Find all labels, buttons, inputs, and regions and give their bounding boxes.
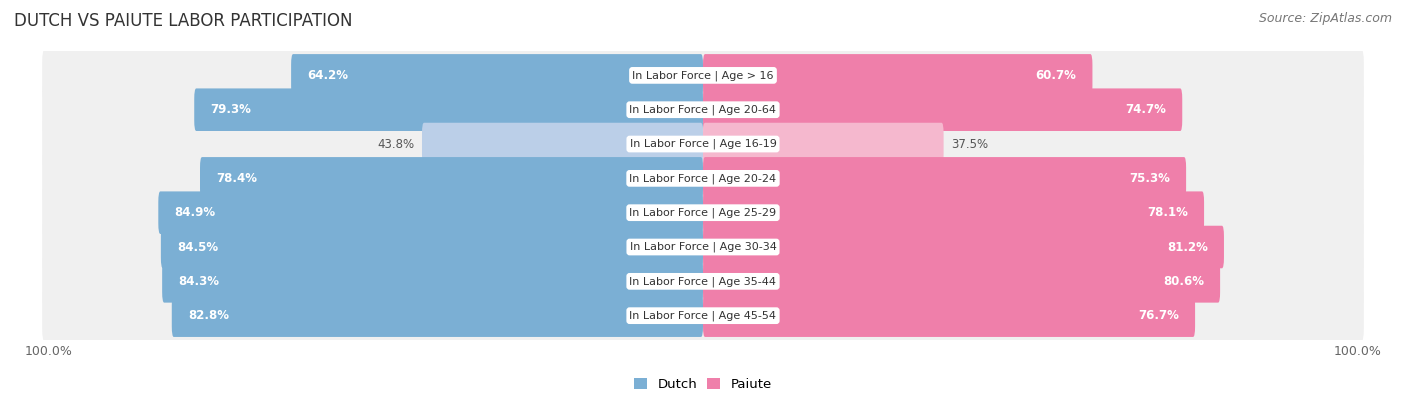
FancyBboxPatch shape [703,123,943,166]
Text: In Labor Force | Age 25-29: In Labor Force | Age 25-29 [630,207,776,218]
Text: 81.2%: 81.2% [1167,241,1208,254]
Text: 78.1%: 78.1% [1147,206,1188,219]
FancyBboxPatch shape [422,123,703,166]
FancyBboxPatch shape [703,226,1225,268]
FancyBboxPatch shape [162,260,703,303]
Text: In Labor Force | Age 20-64: In Labor Force | Age 20-64 [630,104,776,115]
FancyBboxPatch shape [42,221,1364,273]
FancyBboxPatch shape [42,256,1364,307]
Text: In Labor Force | Age > 16: In Labor Force | Age > 16 [633,70,773,81]
Text: 79.3%: 79.3% [211,103,252,116]
Text: DUTCH VS PAIUTE LABOR PARTICIPATION: DUTCH VS PAIUTE LABOR PARTICIPATION [14,12,353,30]
FancyBboxPatch shape [42,187,1364,239]
Text: In Labor Force | Age 20-24: In Labor Force | Age 20-24 [630,173,776,184]
Text: 37.5%: 37.5% [952,137,988,150]
Text: In Labor Force | Age 35-44: In Labor Force | Age 35-44 [630,276,776,287]
Text: 76.7%: 76.7% [1139,309,1180,322]
Text: In Labor Force | Age 45-54: In Labor Force | Age 45-54 [630,310,776,321]
FancyBboxPatch shape [703,157,1187,199]
Text: 60.7%: 60.7% [1036,69,1077,82]
FancyBboxPatch shape [703,88,1182,131]
FancyBboxPatch shape [172,294,703,337]
FancyBboxPatch shape [160,226,703,268]
Legend: Dutch, Paiute: Dutch, Paiute [628,373,778,395]
FancyBboxPatch shape [159,192,703,234]
Text: 82.8%: 82.8% [188,309,229,322]
FancyBboxPatch shape [703,294,1195,337]
FancyBboxPatch shape [291,54,703,97]
Text: 80.6%: 80.6% [1163,275,1204,288]
Text: In Labor Force | Age 16-19: In Labor Force | Age 16-19 [630,139,776,149]
Text: 78.4%: 78.4% [217,172,257,185]
FancyBboxPatch shape [42,84,1364,135]
FancyBboxPatch shape [200,157,703,199]
Text: In Labor Force | Age 30-34: In Labor Force | Age 30-34 [630,242,776,252]
Text: 64.2%: 64.2% [307,69,349,82]
Text: Source: ZipAtlas.com: Source: ZipAtlas.com [1258,12,1392,25]
Text: 84.3%: 84.3% [179,275,219,288]
FancyBboxPatch shape [42,118,1364,170]
FancyBboxPatch shape [42,152,1364,204]
FancyBboxPatch shape [703,192,1204,234]
FancyBboxPatch shape [703,260,1220,303]
FancyBboxPatch shape [42,50,1364,101]
Text: 84.5%: 84.5% [177,241,218,254]
Text: 74.7%: 74.7% [1125,103,1166,116]
Text: 75.3%: 75.3% [1129,172,1170,185]
Text: 43.8%: 43.8% [377,137,415,150]
FancyBboxPatch shape [42,290,1364,341]
FancyBboxPatch shape [703,54,1092,97]
FancyBboxPatch shape [194,88,703,131]
Text: 84.9%: 84.9% [174,206,215,219]
